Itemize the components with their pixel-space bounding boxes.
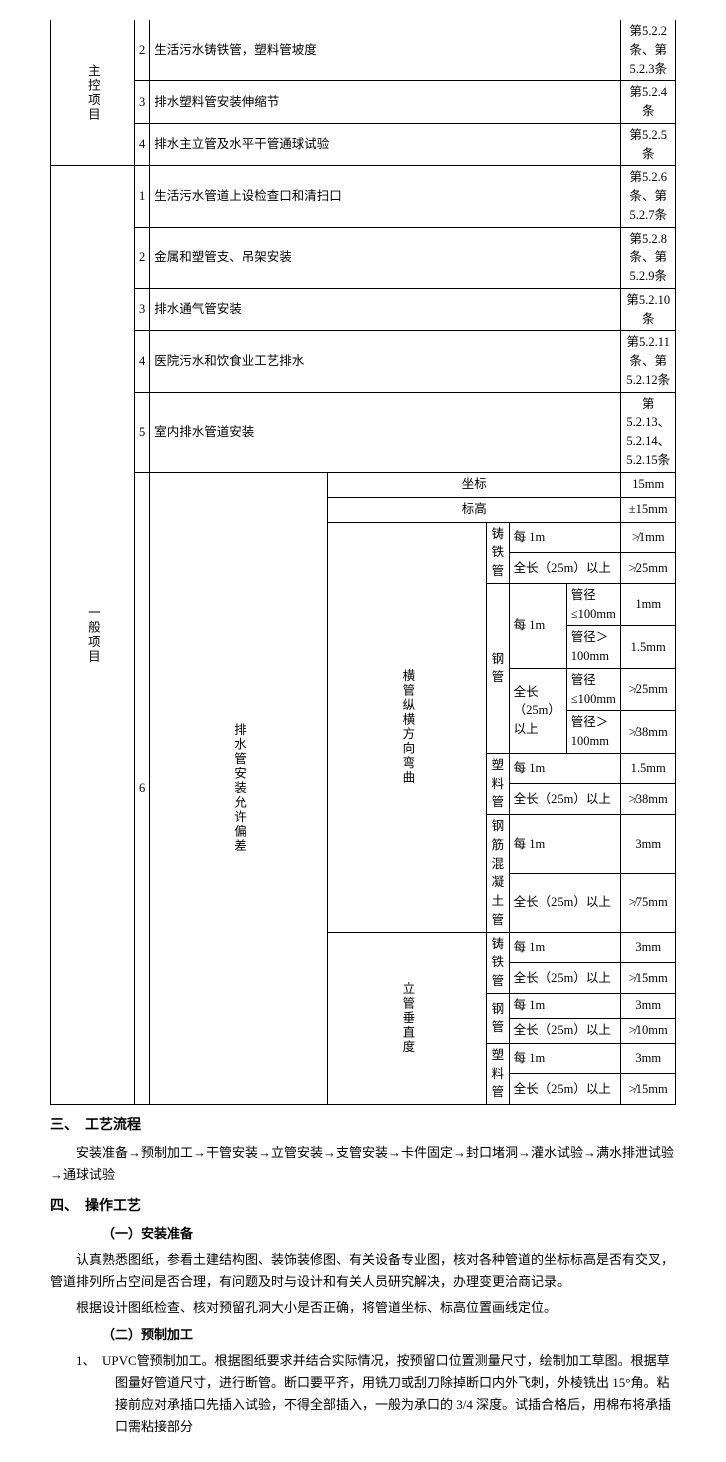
- sec3-title: 三、 工艺流程: [50, 1115, 676, 1136]
- sec3-body: 安装准备→预制加工→干管安装→立管安装→支管安装→卡件固定→封口堵洞→灌水试验→…: [50, 1142, 676, 1186]
- cell-n: 2: [135, 20, 150, 81]
- sec4-s1-h: （一）安装准备: [76, 1223, 676, 1245]
- rowlabel-main1: 主控项目: [51, 20, 135, 166]
- sec4-s2-h: （二）预制加工: [76, 1324, 676, 1346]
- dev-outer: 排水管安装允许偏差: [150, 472, 328, 1105]
- cell-name: 生活污水铸铁管，塑料管坡度: [150, 20, 621, 81]
- sec4-s1-p1: 认真熟悉图纸，参看土建结构图、装饰装修图、有关设备专业图，核对各种管道的坐标标高…: [50, 1249, 676, 1293]
- dev-h-side: 横管纵横方向弯曲: [328, 522, 487, 932]
- sec4-s2-li: 1、 UPVC管预制加工。根据图纸要求并结合实际情况，按预留口位置测量尺寸，绘制…: [76, 1350, 676, 1438]
- dev-v-side: 立管垂直度: [328, 932, 487, 1105]
- sec4-s1-p2: 根据设计图纸检查、核对预留孔洞大小是否正确，将管道坐标、标高位置画线定位。: [50, 1297, 676, 1319]
- cell-ref: 第5.2.2条、第5.2.3条: [621, 20, 676, 81]
- sec4-title: 四、 操作工艺: [50, 1196, 676, 1217]
- spec-table: 主控项目 2 生活污水铸铁管，塑料管坡度 第5.2.2条、第5.2.3条 3 排…: [50, 20, 676, 1105]
- rowlabel-main2: 一般项目: [51, 166, 135, 1105]
